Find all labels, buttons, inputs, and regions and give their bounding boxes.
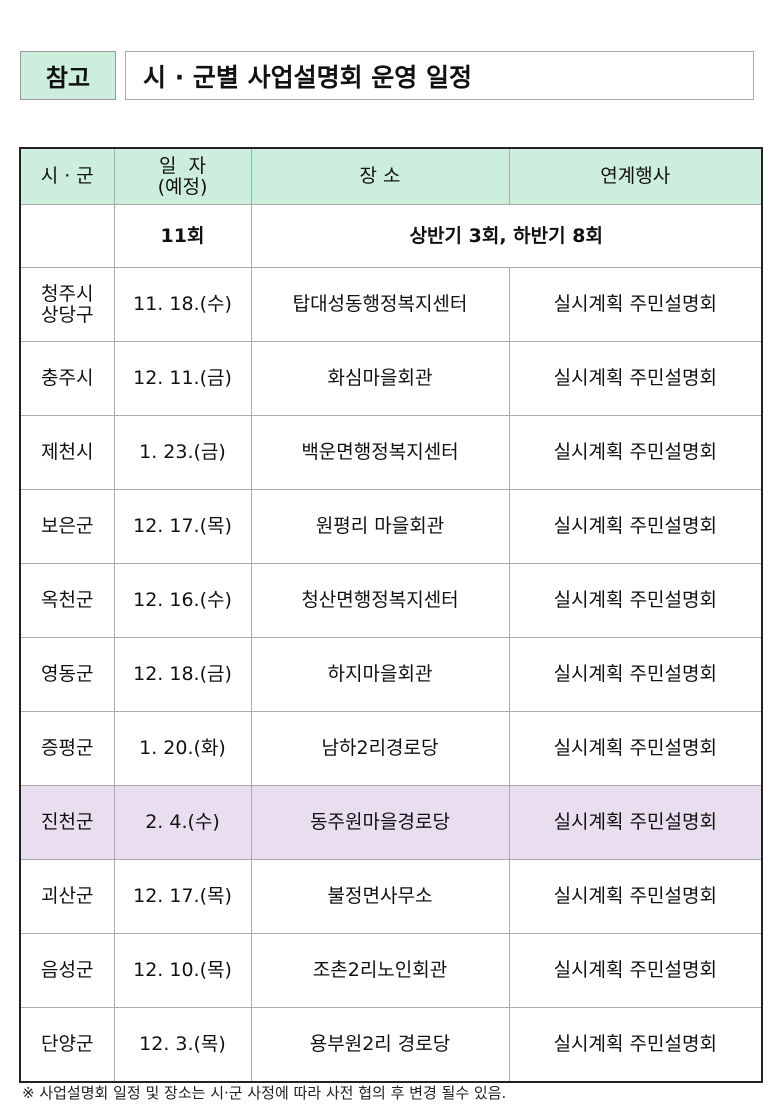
cell-place: 용부원2리 경로당	[250, 1007, 510, 1083]
cell-date: 2. 4.(수)	[113, 785, 252, 860]
table-header-row: 시 · 군 일 자 (예정) 장 소 연계행사	[19, 147, 763, 205]
cell-date: 12. 11.(금)	[113, 341, 252, 416]
cell-place: 조촌2리노인회관	[250, 933, 510, 1008]
table-row: 영동군 12. 18.(금) 하지마을회관 실시계획 주민설명회	[19, 637, 763, 712]
table-row: 단양군 12. 3.(목) 용부원2리 경로당 실시계획 주민설명회	[19, 1007, 763, 1083]
col-place: 장 소	[250, 147, 510, 205]
cell-date: 12. 3.(목)	[113, 1007, 252, 1083]
col-city: 시 · 군	[19, 147, 115, 205]
cell-event: 실시계획 주민설명회	[508, 711, 763, 786]
col-date-line1: 일 자	[158, 154, 207, 177]
cell-event: 실시계획 주민설명회	[508, 859, 763, 934]
cell-city: 증평군	[19, 711, 115, 786]
col-date: 일 자 (예정)	[113, 147, 252, 205]
schedule-table: 시 · 군 일 자 (예정) 장 소 연계행사 11회 상반기 3회, 하반기 8…	[19, 147, 763, 1083]
table-row: 충주시 12. 11.(금) 화심마을회관 실시계획 주민설명회	[19, 341, 763, 416]
table-row: 괴산군 12. 17.(목) 불정면사무소 실시계획 주민설명회	[19, 859, 763, 934]
cell-date: 11. 18.(수)	[113, 267, 252, 342]
cell-place: 남하2리경로당	[250, 711, 510, 786]
page-title: 시 · 군별 사업설명회 운영 일정	[125, 51, 754, 100]
cell-event: 실시계획 주민설명회	[508, 267, 763, 342]
cell-event: 실시계획 주민설명회	[508, 341, 763, 416]
cell-event: 실시계획 주민설명회	[508, 637, 763, 712]
cell-date: 12. 17.(목)	[113, 859, 252, 934]
cell-city: 충주시	[19, 341, 115, 416]
cell-event: 실시계획 주민설명회	[508, 933, 763, 1008]
cell-date: 1. 20.(화)	[113, 711, 252, 786]
table-row: 옥천군 12. 16.(수) 청산면행정복지센터 실시계획 주민설명회	[19, 563, 763, 638]
col-event: 연계행사	[508, 147, 763, 205]
cell-city: 옥천군	[19, 563, 115, 638]
cell-date: 12. 17.(목)	[113, 489, 252, 564]
cell-date: 12. 16.(수)	[113, 563, 252, 638]
cell-place: 하지마을회관	[250, 637, 510, 712]
cell-city: 청주시 상당구	[19, 267, 115, 342]
reference-tag: 참고	[20, 51, 116, 100]
cell-city: 보은군	[19, 489, 115, 564]
summary-count: 11회	[113, 204, 252, 268]
summary-detail: 상반기 3회, 하반기 8회	[250, 204, 763, 268]
cell-event: 실시계획 주민설명회	[508, 1007, 763, 1083]
cell-place: 동주원마을경로당	[250, 785, 510, 860]
cell-place: 원평리 마을회관	[250, 489, 510, 564]
cell-city: 괴산군	[19, 859, 115, 934]
col-date-line2: (예정)	[157, 175, 208, 198]
summary-empty	[19, 204, 115, 268]
cell-city: 진천군	[19, 785, 115, 860]
table-row: 음성군 12. 10.(목) 조촌2리노인회관 실시계획 주민설명회	[19, 933, 763, 1008]
table-row: 증평군 1. 20.(화) 남하2리경로당 실시계획 주민설명회	[19, 711, 763, 786]
cell-event: 실시계획 주민설명회	[508, 489, 763, 564]
table-row: 제천시 1. 23.(금) 백운면행정복지센터 실시계획 주민설명회	[19, 415, 763, 490]
cell-event: 실시계획 주민설명회	[508, 563, 763, 638]
cell-place: 탑대성동행정복지센터	[250, 267, 510, 342]
table-row: 보은군 12. 17.(목) 원평리 마을회관 실시계획 주민설명회	[19, 489, 763, 564]
table-row: 진천군 2. 4.(수) 동주원마을경로당 실시계획 주민설명회	[19, 785, 763, 860]
cell-place: 백운면행정복지센터	[250, 415, 510, 490]
cell-city: 음성군	[19, 933, 115, 1008]
cell-event: 실시계획 주민설명회	[508, 785, 763, 860]
cell-date: 12. 18.(금)	[113, 637, 252, 712]
cell-date: 1. 23.(금)	[113, 415, 252, 490]
cell-city: 제천시	[19, 415, 115, 490]
table-row: 청주시 상당구 11. 18.(수) 탑대성동행정복지센터 실시계획 주민설명회	[19, 267, 763, 342]
cell-place: 불정면사무소	[250, 859, 510, 934]
cell-city: 영동군	[19, 637, 115, 712]
cell-event: 실시계획 주민설명회	[508, 415, 763, 490]
footnote: ※ 사업설명회 일정 및 장소는 시·군 사정에 따라 사전 협의 후 변경 될…	[22, 1084, 507, 1102]
summary-row: 11회 상반기 3회, 하반기 8회	[19, 204, 763, 268]
cell-city: 단양군	[19, 1007, 115, 1083]
cell-place: 청산면행정복지센터	[250, 563, 510, 638]
cell-date: 12. 10.(목)	[113, 933, 252, 1008]
cell-place: 화심마을회관	[250, 341, 510, 416]
